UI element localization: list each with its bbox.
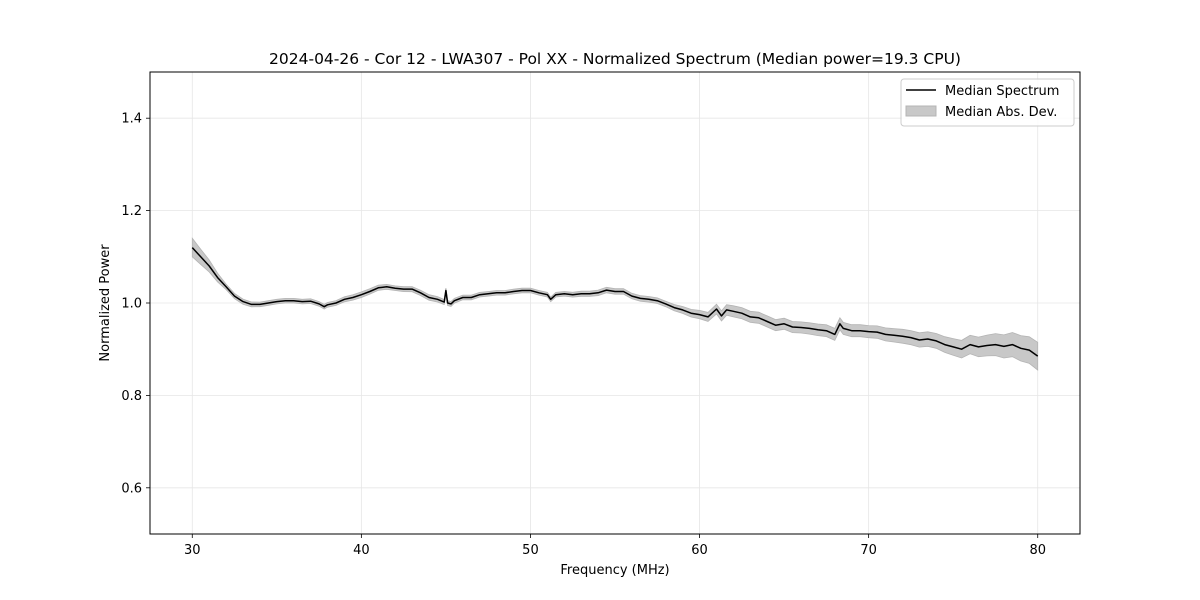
median-spectrum-line xyxy=(191,247,1039,357)
legend: Median Spectrum Median Abs. Dev. xyxy=(900,78,1075,127)
legend-frame xyxy=(900,78,1075,127)
y-tick-label: 0.6 xyxy=(121,481,142,496)
x-axis-ticks: 30 40 50 60 70 80 xyxy=(184,534,1046,558)
y-axis-ticks: 0.6 0.8 1.0 1.2 1.4 xyxy=(121,112,150,496)
y-tick-label: 1.4 xyxy=(121,112,142,127)
x-axis-label: Frequency (MHz) xyxy=(560,563,669,578)
y-tick-label: 0.8 xyxy=(121,389,142,404)
x-tick-label: 30 xyxy=(184,543,201,558)
y-tick-label: 1.0 xyxy=(121,297,142,312)
chart-title: 2024-04-26 - Cor 12 - LWA307 - Pol XX - … xyxy=(269,50,961,68)
legend-label-median-spectrum: Median Spectrum xyxy=(945,84,1059,99)
x-tick-label: 40 xyxy=(353,543,370,558)
x-tick-label: 50 xyxy=(522,543,539,558)
grid-lines xyxy=(150,72,1080,534)
x-tick-label: 60 xyxy=(691,543,708,558)
x-tick-label: 80 xyxy=(1029,543,1046,558)
y-axis-label: Normalized Power xyxy=(98,244,113,362)
median-abs-dev-band xyxy=(191,237,1039,371)
legend-band-swatch xyxy=(905,105,937,117)
legend-label-median-abs-dev: Median Abs. Dev. xyxy=(945,105,1057,120)
y-tick-label: 1.2 xyxy=(121,204,142,219)
x-tick-label: 70 xyxy=(860,543,877,558)
